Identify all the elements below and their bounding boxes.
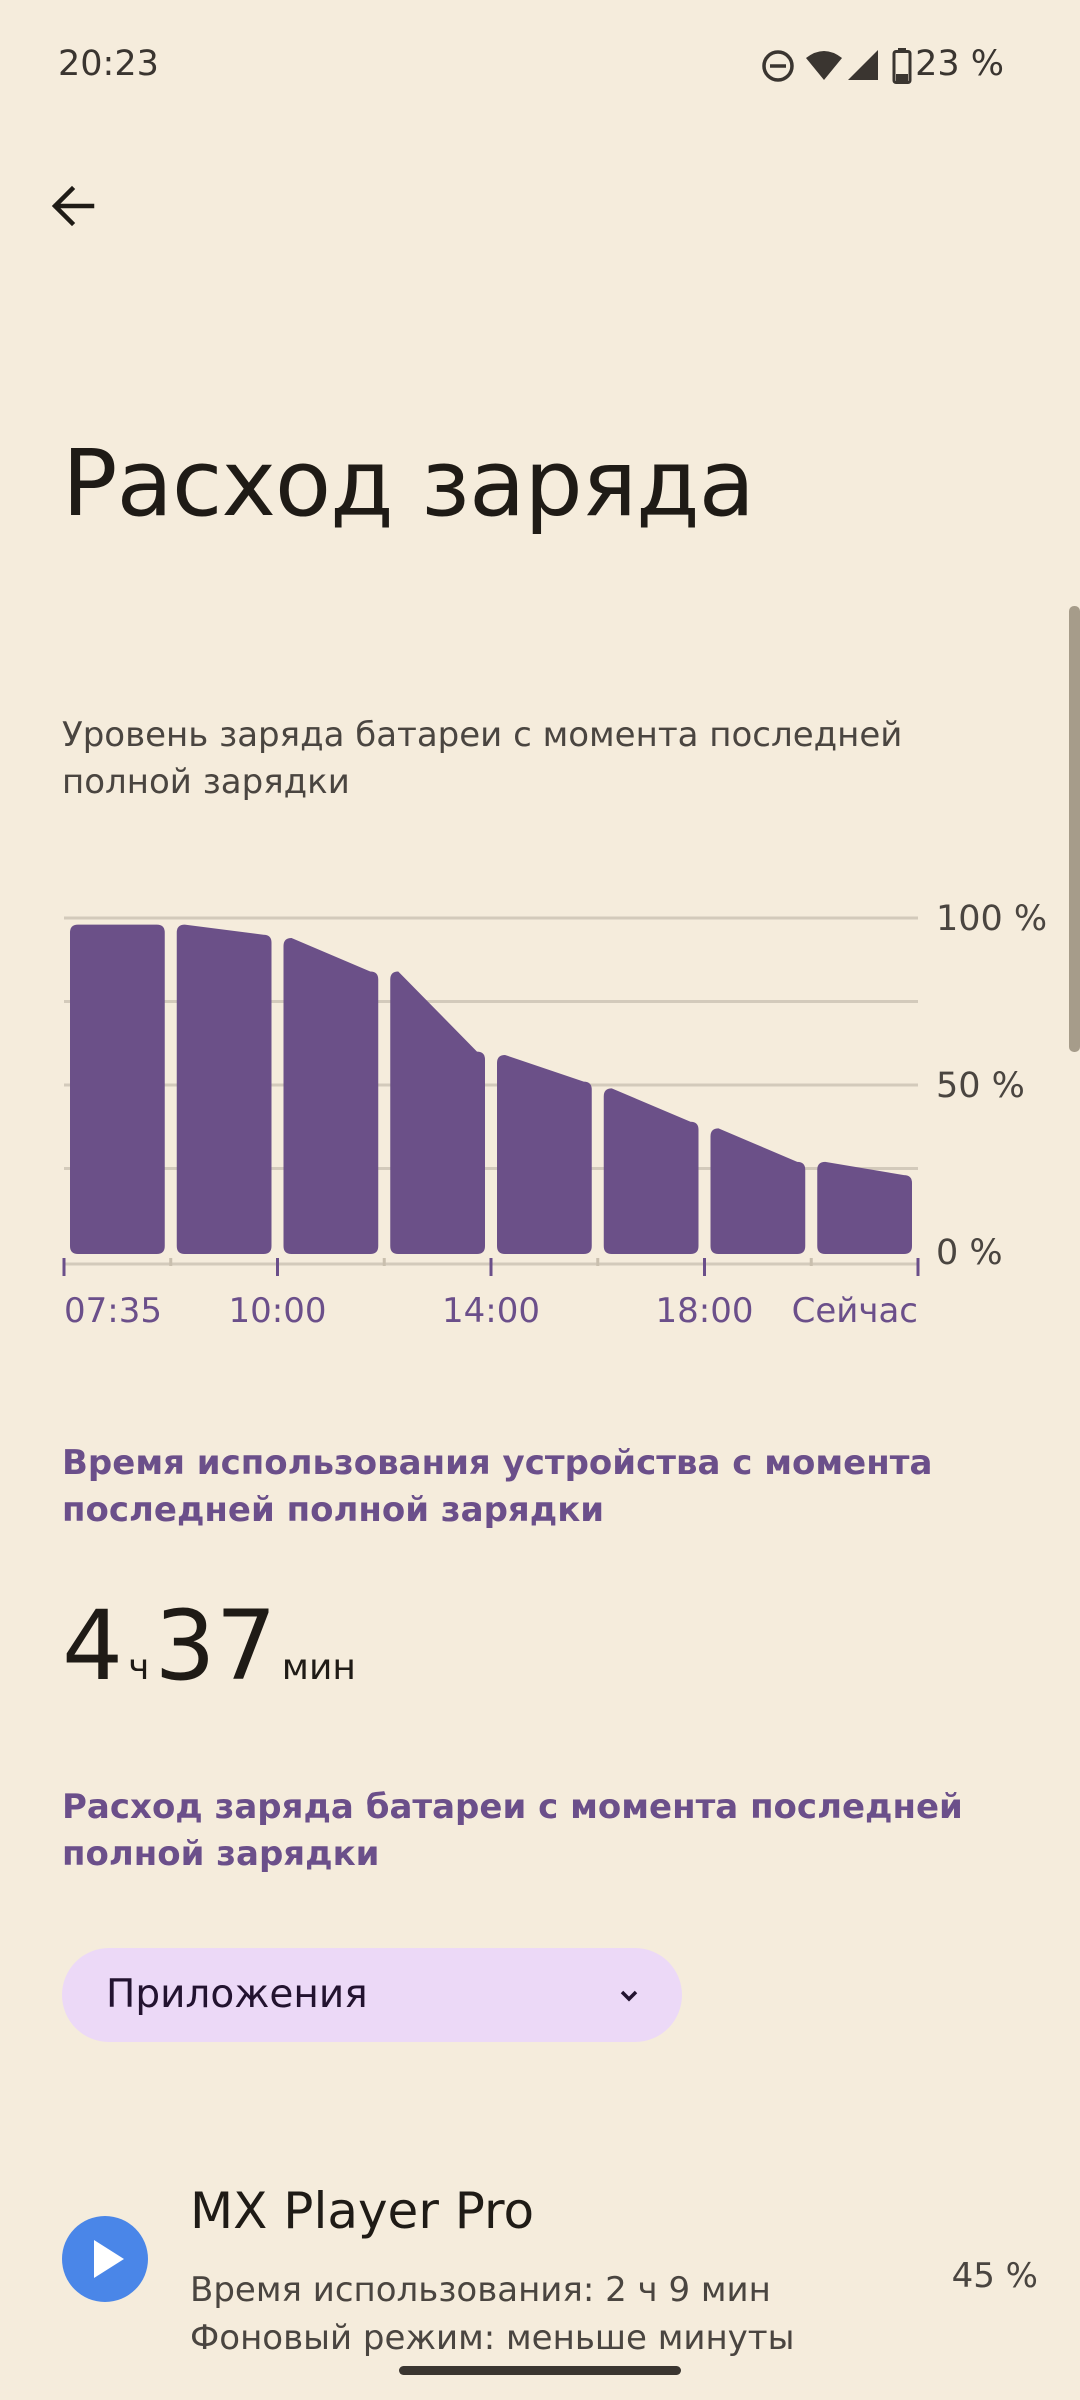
- x-tick-label: Сейчас: [792, 1291, 918, 1331]
- wifi-icon: [806, 51, 842, 80]
- chart-bar: [497, 1054, 592, 1254]
- x-tick-label: 14:00: [442, 1291, 540, 1331]
- chart-bar: [176, 924, 272, 1254]
- signal-icon: [848, 50, 878, 80]
- chart-caption: Уровень заряда батареи с момента последн…: [62, 715, 903, 802]
- usage-time-title: Время использования устройства с момента…: [62, 1443, 933, 1530]
- y-tick-label: 0 %: [936, 1233, 1003, 1273]
- page-title: Расход заряда: [62, 430, 755, 537]
- do-not-disturb-icon: [762, 50, 794, 82]
- arrow-left-icon: [51, 185, 95, 227]
- chart-bar: [283, 938, 379, 1254]
- usage-time-value: 4 ч 37 мин: [62, 1590, 356, 1702]
- chart-bar: [70, 924, 165, 1254]
- battery-icon: [892, 48, 912, 84]
- status-bar: 20:23 23 %: [0, 0, 1080, 136]
- usage-hours-unit: ч: [128, 1647, 150, 1688]
- chart-bar: [710, 1128, 806, 1254]
- scrollbar[interactable]: [1069, 606, 1080, 1052]
- battery-consumption-title: Расход заряда батареи с момента последне…: [62, 1787, 963, 1874]
- navigation-handle[interactable]: [399, 2366, 681, 2375]
- x-tick-label: 07:35: [64, 1291, 162, 1331]
- usage-minutes: 37: [154, 1590, 277, 1702]
- chart-bar: [390, 971, 485, 1254]
- app-percent: 45 %: [951, 2256, 1038, 2296]
- status-icons: 23 %: [560, 44, 1080, 88]
- back-button[interactable]: [38, 170, 110, 242]
- play-icon: [62, 2216, 148, 2302]
- app-name: MX Player Pro: [190, 2182, 535, 2240]
- apps-dropdown[interactable]: Приложения: [62, 1948, 682, 2042]
- apps-dropdown-label: Приложения: [106, 1972, 368, 2017]
- list-item-app[interactable]: MX Player Pro Время использования: 2 ч 9…: [0, 2160, 1080, 2360]
- app-background-time: Фоновый режим: меньше минуты: [190, 2318, 795, 2358]
- x-tick-label: 10:00: [229, 1291, 327, 1331]
- x-tick-label: 18:00: [656, 1291, 754, 1331]
- y-tick-label: 50 %: [936, 1066, 1025, 1106]
- battery-level-chart[interactable]: 07:35 10:00 14:00 18:00 Сейчас 100 % 50 % 0 %: [0, 880, 1080, 1340]
- usage-minutes-unit: мин: [281, 1647, 356, 1688]
- status-time: 20:23: [58, 44, 159, 84]
- chart-bar: [603, 1088, 699, 1254]
- chart-bar: [817, 1161, 912, 1254]
- usage-hours: 4: [62, 1590, 124, 1702]
- battery-percent: 23 %: [915, 44, 1004, 84]
- y-tick-label: 100 %: [936, 899, 1047, 939]
- app-usage-time: Время использования: 2 ч 9 мин: [190, 2270, 771, 2310]
- chevron-down-icon: [620, 1990, 638, 2002]
